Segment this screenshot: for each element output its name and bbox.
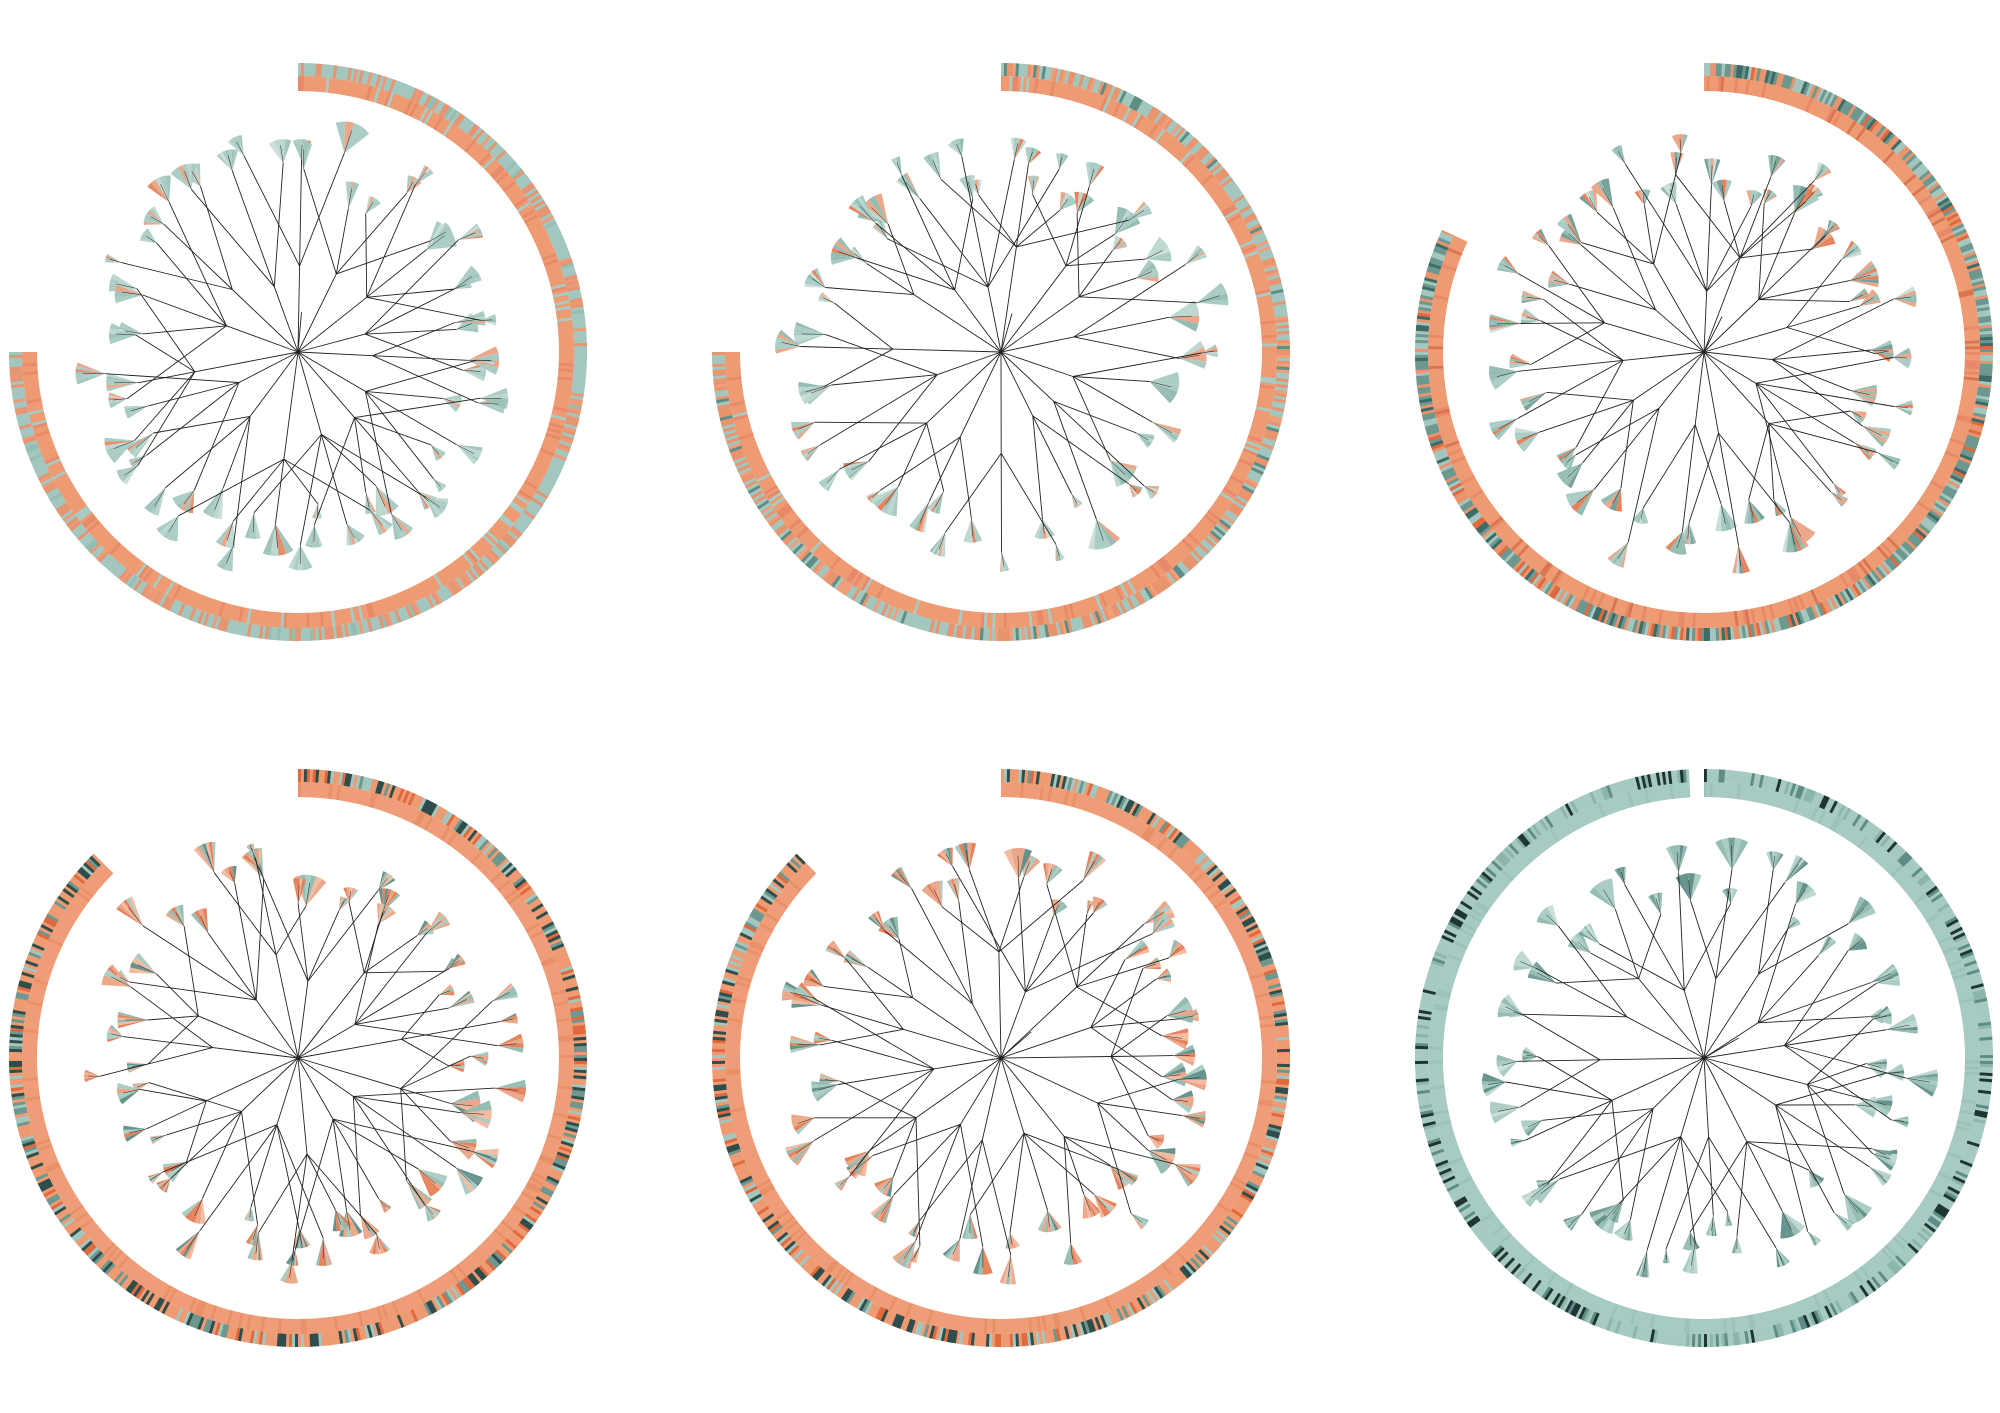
phylogenetic-tree	[775, 137, 1229, 572]
inner-annotation-ring	[724, 781, 1278, 1335]
leaf-fans	[1481, 837, 1938, 1278]
inner-annotation-ring	[724, 75, 1278, 629]
inner-annotation-ring	[21, 75, 575, 629]
leaf-fans	[775, 137, 1229, 572]
phylogenetic-tree	[75, 121, 509, 572]
tree-branches	[1496, 138, 1911, 567]
panel-4	[8, 768, 588, 1348]
phylogenetic-tree	[1488, 133, 1917, 574]
panel-2	[711, 62, 1291, 642]
tree-branches	[1488, 845, 1930, 1271]
phylogenetic-tree	[84, 841, 526, 1284]
inner-annotation-ring	[1427, 781, 1981, 1335]
tree-branches	[87, 847, 519, 1278]
inner-annotation-ring	[1427, 75, 1981, 629]
outer-annotation-ring	[8, 768, 588, 1348]
phylogenetic-tree	[1481, 837, 1938, 1278]
outer-annotation-ring	[1414, 62, 1994, 642]
tree-branches	[82, 130, 502, 565]
inner-annotation-ring	[21, 781, 575, 1335]
phylogenetic-tree	[781, 842, 1207, 1285]
outer-annotation-ring	[1414, 768, 1994, 1348]
leaf-fans	[781, 842, 1207, 1285]
tree-branches	[790, 849, 1200, 1278]
panel-6	[1414, 768, 1994, 1348]
outer-annotation-ring	[711, 768, 1291, 1348]
panel-1	[8, 62, 588, 642]
outer-annotation-ring	[711, 62, 1291, 642]
panel-5	[711, 768, 1291, 1348]
tree-branches	[781, 143, 1220, 567]
panel-3	[1414, 62, 1994, 642]
outer-annotation-ring	[8, 62, 588, 642]
